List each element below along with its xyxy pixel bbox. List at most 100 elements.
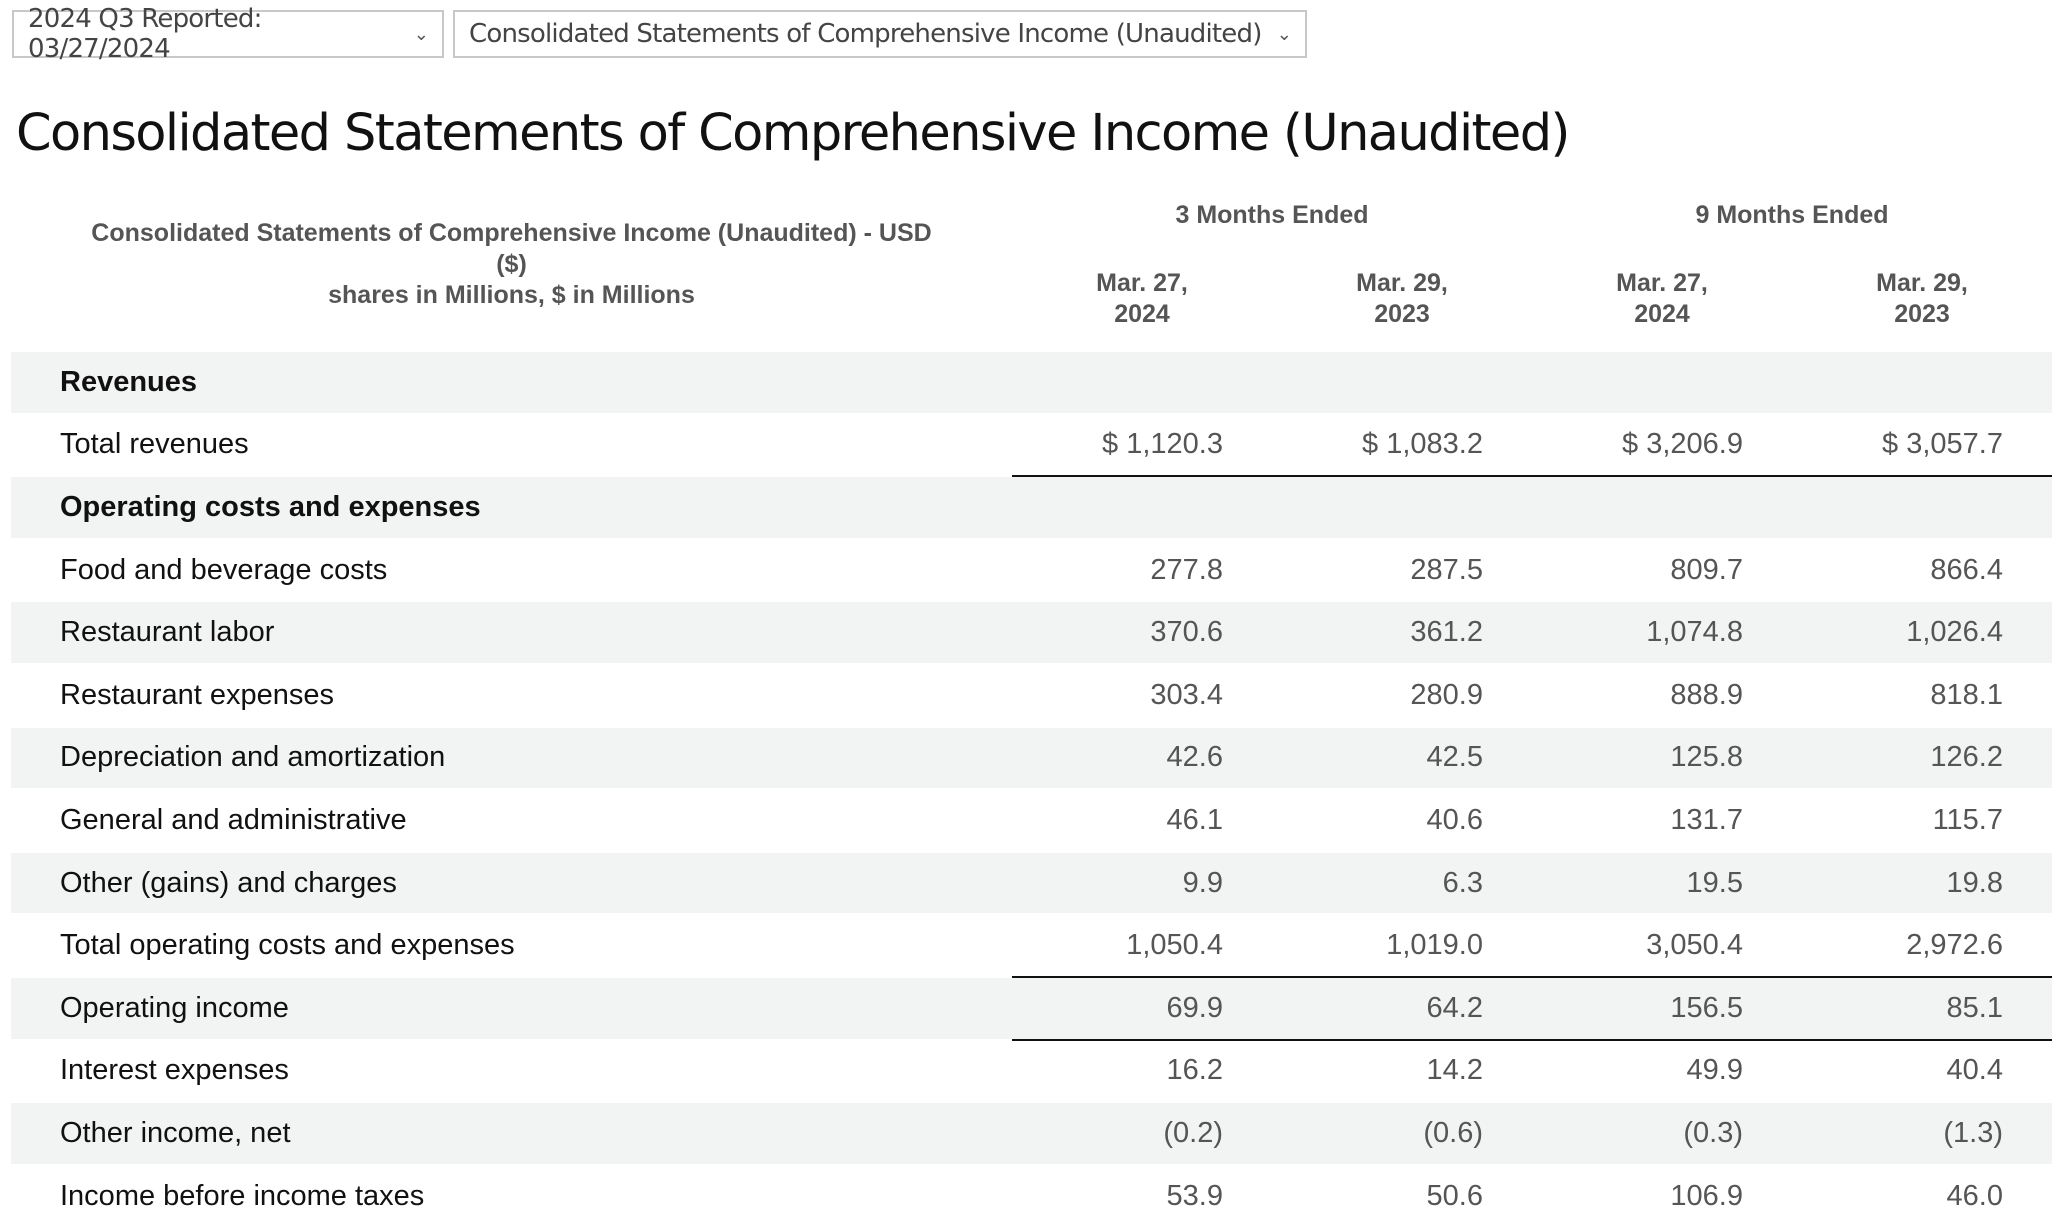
row-value: (1.3)	[1792, 1101, 2052, 1165]
row-value	[1792, 475, 2052, 539]
row-value: (0.2)	[1012, 1101, 1272, 1165]
income-statement-table: Revenues Total revenues $ 1,120.3 $ 1,083.2…	[11, 350, 2052, 1227]
row-value	[1272, 350, 1532, 414]
section-header-row: Revenues	[11, 350, 2052, 414]
row-label: Operating income	[11, 975, 1012, 1040]
row-value: 50.6	[1272, 1163, 1532, 1227]
row-value	[1792, 350, 2052, 414]
row-value: 6.3	[1272, 850, 1532, 915]
row-value	[1012, 350, 1272, 414]
date-line: Mar. 29,	[1356, 269, 1448, 297]
header-group-3-months: 3 Months Ended	[1175, 201, 1369, 229]
row-value: 1,019.0	[1272, 913, 1532, 978]
row-value: 866.4	[1792, 537, 2052, 602]
row-value: 287.5	[1272, 537, 1532, 602]
row-value: 126.2	[1792, 725, 2052, 790]
date-year: 2024	[1634, 300, 1690, 328]
row-value: 19.5	[1532, 850, 1792, 915]
date-year: 2023	[1374, 300, 1430, 328]
row-label: Restaurant expenses	[11, 662, 1012, 727]
row-value: 40.4	[1792, 1038, 2052, 1103]
table-row: Food and beverage costs 277.8 287.5 809.7 86…	[11, 537, 2052, 602]
table-header-label: Consolidated Statements of Comprehensive…	[60, 218, 963, 311]
row-value: 14.2	[1272, 1038, 1532, 1103]
table-row: General and administrative 46.1 40.6 131.7 1…	[11, 788, 2052, 852]
period-select[interactable]: 2024 Q3 Reported: 03/27/2024 ⌄	[12, 4, 444, 64]
row-label: Other income, net	[11, 1101, 1012, 1165]
chevron-down-icon: ⌄	[413, 23, 429, 45]
row-label: Interest expenses	[11, 1038, 1012, 1103]
row-label: Depreciation and amortization	[11, 725, 1012, 790]
date-year: 2023	[1894, 300, 1950, 328]
row-value: 370.6	[1012, 600, 1272, 664]
row-value: 53.9	[1012, 1163, 1272, 1227]
row-value: 818.1	[1792, 662, 2052, 727]
row-value: 46.0	[1792, 1163, 2052, 1227]
row-value: 46.1	[1012, 788, 1272, 852]
row-label: Income before income taxes	[11, 1163, 1012, 1227]
row-value: 809.7	[1532, 537, 1792, 602]
row-value	[1532, 350, 1792, 414]
chevron-down-icon: ⌄	[1276, 23, 1292, 45]
row-value: 2,972.6	[1792, 913, 2052, 978]
row-value	[1272, 475, 1532, 539]
header-date: Mar. 29, 2023	[1792, 268, 2052, 330]
statement-select-value: Consolidated Statements of Comprehensive…	[469, 19, 1262, 49]
row-value: $ 1,120.3	[1012, 412, 1272, 478]
row-value: 115.7	[1792, 788, 2052, 852]
row-value: 3,050.4	[1532, 913, 1792, 978]
header-group-9-months: 9 Months Ended	[1695, 201, 1889, 229]
row-value: 1,026.4	[1792, 600, 2052, 664]
table-row: Total operating costs and expenses 1,050.…	[11, 913, 2052, 978]
row-value	[1532, 475, 1792, 539]
row-value: 1,050.4	[1012, 913, 1272, 978]
table-row: Operating income 69.9 64.2 156.5 85.1	[11, 975, 2052, 1041]
row-label: Food and beverage costs	[11, 537, 1012, 602]
table-row: Other income, net (0.2) (0.6) (0.3) (1.3)	[11, 1101, 2052, 1165]
row-value: 16.2	[1012, 1038, 1272, 1103]
row-value: 156.5	[1532, 975, 1792, 1041]
row-value: 40.6	[1272, 788, 1532, 852]
row-value: 131.7	[1532, 788, 1792, 852]
row-value: 361.2	[1272, 600, 1532, 664]
row-label: Revenues	[11, 350, 1012, 414]
date-line: Mar. 29,	[1876, 269, 1968, 297]
table-row: Total revenues $ 1,120.3 $ 1,083.2 $ 3,206.…	[11, 412, 2052, 478]
row-value: 42.5	[1272, 725, 1532, 790]
statement-select[interactable]: Consolidated Statements of Comprehensive…	[453, 10, 1307, 58]
row-value: 85.1	[1792, 975, 2052, 1041]
header-date: Mar. 29, 2023	[1272, 268, 1532, 330]
row-value: 106.9	[1532, 1163, 1792, 1227]
row-value: 125.8	[1532, 725, 1792, 790]
row-value: 1,074.8	[1532, 600, 1792, 664]
row-value: 49.9	[1532, 1038, 1792, 1103]
date-line: Mar. 27,	[1616, 269, 1708, 297]
row-value: $ 3,057.7	[1792, 412, 2052, 478]
row-value: 9.9	[1012, 850, 1272, 915]
row-value: 64.2	[1272, 975, 1532, 1041]
row-value: $ 3,206.9	[1532, 412, 1792, 478]
period-select-value: 2024 Q3 Reported: 03/27/2024	[28, 4, 262, 64]
header-label-line2: shares in Millions, $ in Millions	[328, 281, 695, 309]
section-header-row: Operating costs and expenses	[11, 475, 2052, 539]
row-value: $ 1,083.2	[1272, 412, 1532, 478]
table-row: Other (gains) and charges 9.9 6.3 19.5 19.8	[11, 850, 2052, 915]
row-label: Other (gains) and charges	[11, 850, 1012, 915]
row-value: 69.9	[1012, 975, 1272, 1041]
page-title: Consolidated Statements of Comprehensive…	[16, 104, 1570, 163]
table-row: Depreciation and amortization 42.6 42.5 125…	[11, 725, 2052, 790]
row-value: 888.9	[1532, 662, 1792, 727]
table-row: Restaurant labor 370.6 361.2 1,074.8 1,026.4	[11, 600, 2052, 664]
header-date: Mar. 27, 2024	[1012, 268, 1272, 330]
date-year: 2024	[1114, 300, 1170, 328]
row-label: General and administrative	[11, 788, 1012, 852]
table-row: Income before income taxes 53.9 50.6 106.9 4…	[11, 1163, 2052, 1227]
table-row: Restaurant expenses 303.4 280.9 888.9 818.1	[11, 662, 2052, 727]
header-date: Mar. 27, 2024	[1532, 268, 1792, 330]
row-value: 42.6	[1012, 725, 1272, 790]
table-row: Interest expenses 16.2 14.2 49.9 40.4	[11, 1038, 2052, 1103]
row-value: (0.6)	[1272, 1101, 1532, 1165]
row-value	[1012, 475, 1272, 539]
row-value: 277.8	[1012, 537, 1272, 602]
row-label: Total operating costs and expenses	[11, 913, 1012, 977]
